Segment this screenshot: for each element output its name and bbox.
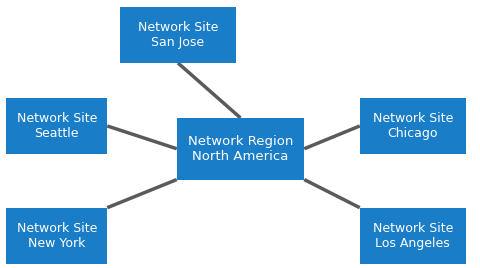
FancyBboxPatch shape <box>359 98 465 154</box>
Text: Network Site
Los Angeles: Network Site Los Angeles <box>372 222 452 250</box>
Text: Network Site
Seattle: Network Site Seattle <box>16 112 97 140</box>
Text: Network Region
North America: Network Region North America <box>187 135 293 163</box>
FancyBboxPatch shape <box>120 7 235 63</box>
Text: Network Site
San Jose: Network Site San Jose <box>137 21 218 49</box>
FancyBboxPatch shape <box>177 118 304 180</box>
FancyBboxPatch shape <box>6 98 107 154</box>
FancyBboxPatch shape <box>359 208 465 264</box>
Text: Network Site
Chicago: Network Site Chicago <box>372 112 452 140</box>
FancyBboxPatch shape <box>6 208 107 264</box>
Text: Network Site
New York: Network Site New York <box>16 222 97 250</box>
